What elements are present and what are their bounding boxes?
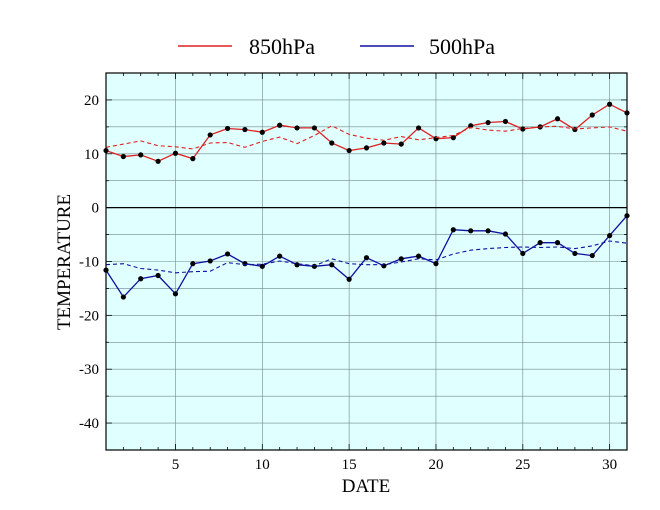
legend-label-500hpa: 500hPa <box>429 34 495 59</box>
data-point <box>224 251 231 257</box>
x-axis-title: DATE <box>342 476 391 497</box>
data-point <box>346 147 352 154</box>
data-point <box>294 262 300 268</box>
data-point <box>294 125 300 131</box>
data-point <box>242 126 248 133</box>
data-point <box>589 112 595 118</box>
data-point <box>381 140 387 146</box>
data-point <box>502 118 509 125</box>
data-point <box>329 140 335 146</box>
data-point <box>607 233 613 239</box>
data-point <box>416 125 422 131</box>
data-point <box>259 129 265 135</box>
data-point <box>554 116 561 122</box>
tick-layer <box>105 72 628 451</box>
legend: 850hPa 500hPa <box>178 34 495 59</box>
data-point <box>207 132 213 138</box>
data-point <box>520 250 526 257</box>
data-point <box>346 276 352 282</box>
data-point <box>450 227 456 233</box>
x-tick-label: 5 <box>172 457 180 473</box>
data-point <box>607 101 613 107</box>
data-point <box>277 253 283 259</box>
data-point <box>329 262 335 268</box>
data-point <box>155 158 161 164</box>
x-tick-label: 25 <box>515 457 530 473</box>
y-axis-title: TEMPERATURE <box>54 194 75 330</box>
data-point <box>155 272 161 279</box>
data-point <box>138 276 144 282</box>
data-point <box>416 253 422 259</box>
data-point <box>259 263 265 269</box>
y-tick-labels: 20 10 0 -10 -20 -30 -40 <box>79 93 99 432</box>
data-point <box>190 261 196 267</box>
data-point <box>381 263 387 269</box>
data-point <box>311 125 317 131</box>
x-tick-label: 15 <box>342 457 357 473</box>
data-point <box>138 152 144 158</box>
y-tick-label: 20 <box>84 93 99 109</box>
y-tick-label: 10 <box>84 147 99 163</box>
data-point <box>277 122 283 128</box>
data-point <box>363 145 370 151</box>
data-point <box>589 252 595 259</box>
data-point <box>450 135 456 141</box>
grid-lines <box>106 73 627 450</box>
data-point <box>363 255 370 261</box>
data-point <box>485 119 491 126</box>
data-point <box>207 258 213 264</box>
data-point <box>572 250 578 257</box>
y-tick-label: -10 <box>79 255 99 271</box>
x-tick-label: 20 <box>428 457 443 473</box>
y-tick-label: -40 <box>79 416 99 432</box>
data-point <box>433 261 439 267</box>
series-line-3 <box>105 240 628 274</box>
y-tick-label: -30 <box>79 362 99 378</box>
data-point <box>502 231 509 237</box>
series-line-1 <box>105 125 628 150</box>
data-point <box>172 150 179 156</box>
data-point <box>398 141 404 147</box>
data-point <box>120 153 126 160</box>
data-point <box>242 261 248 267</box>
data-point <box>120 294 126 300</box>
data-point <box>520 126 526 132</box>
x-tick-label: 30 <box>602 457 617 473</box>
data-point <box>398 256 404 262</box>
data-point <box>537 240 543 246</box>
y-tick-label: 0 <box>92 201 100 217</box>
data-point <box>190 156 196 162</box>
data-point <box>224 125 231 132</box>
series-layer <box>103 101 630 300</box>
x-tick-labels: 5 10 15 20 25 30 <box>172 457 617 473</box>
y-tick-label: -20 <box>79 308 99 324</box>
data-point <box>172 291 179 297</box>
data-point <box>468 228 474 234</box>
data-point <box>554 240 561 246</box>
data-point <box>485 228 491 234</box>
legend-label-850hpa: 850hPa <box>249 34 315 59</box>
x-tick-label: 10 <box>255 457 270 473</box>
